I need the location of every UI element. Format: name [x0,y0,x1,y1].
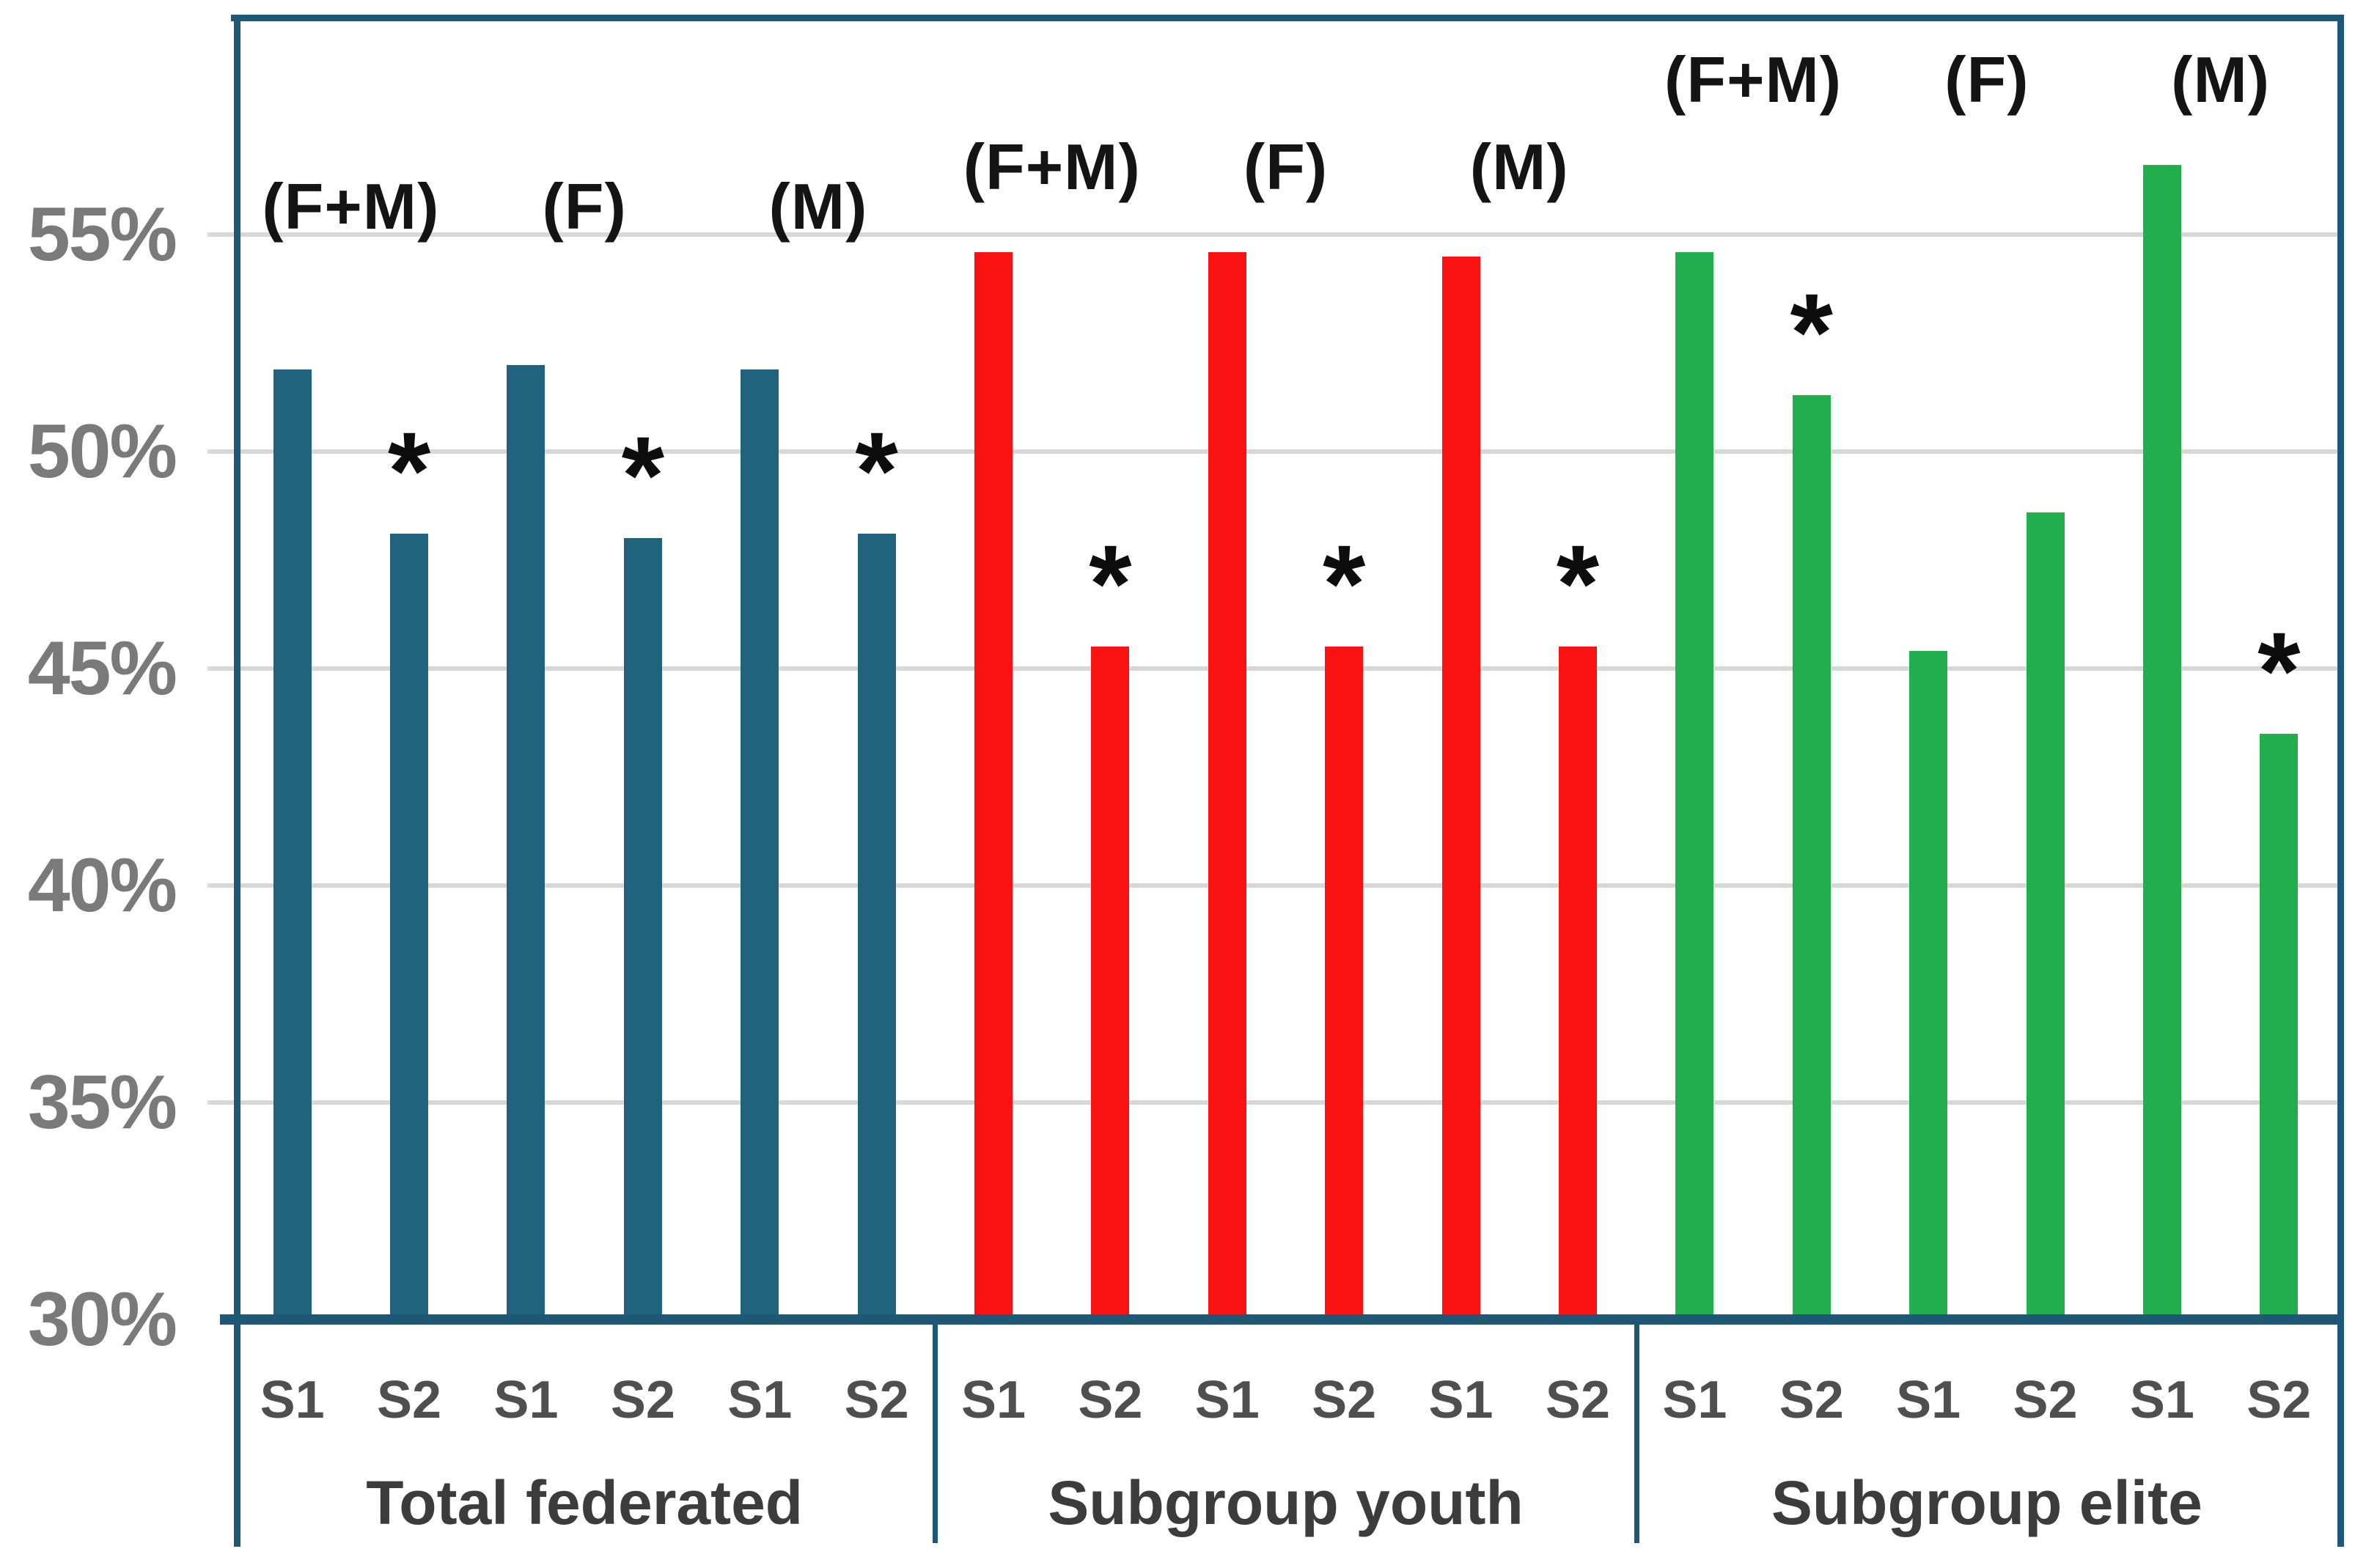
bar-subgroup-elite-M-S1 [2142,165,2181,1322]
group-label: Subgroup youth [1048,1468,1524,1537]
significance-asterisk: * [621,413,665,537]
bar-subgroup-youth-FM-S1 [974,251,1013,1322]
bar-subgroup-elite-FM-S2 [1792,395,1831,1322]
x-tick-label: S2 [844,1371,909,1429]
x-tick-label: S2 [1078,1371,1143,1429]
pair-annotation: (F) [542,170,627,243]
significance-asterisk: * [1790,270,1833,394]
y-tick-label: 40% [27,843,177,928]
pair-annotation: (F+M) [1664,43,1843,117]
bar-subgroup-youth-F-S1 [1208,251,1246,1322]
plot-border-right [2337,15,2344,1547]
bar-total-federated-M-S1 [741,369,779,1322]
gridline [234,883,2337,888]
pair-annotation: (M) [1469,130,1569,203]
y-axis-tick [207,232,234,237]
x-tick-label: S1 [260,1371,325,1429]
bar-subgroup-youth-F-S2 [1325,647,1364,1322]
plot-border-top [231,15,2344,21]
y-axis-tick [207,449,234,454]
y-axis-tick [207,1100,234,1105]
bar-subgroup-elite-M-S2 [2260,733,2299,1322]
x-tick-label: S2 [610,1371,675,1429]
y-axis-tick [207,666,234,671]
x-tick-label: S2 [2013,1371,2078,1429]
pair-annotation: (F+M) [262,170,440,243]
y-tick-label: 50% [27,409,177,494]
y-tick-label: 35% [27,1060,177,1145]
significance-asterisk: * [1556,522,1600,646]
bar-total-federated-FM-S2 [390,534,429,1322]
x-tick-label: S2 [2246,1371,2312,1429]
y-tick-label: 45% [27,626,177,711]
bar-total-federated-F-S1 [507,364,545,1322]
bar-subgroup-elite-F-S1 [1909,651,1948,1322]
bar-subgroup-elite-FM-S1 [1675,251,1714,1322]
pair-annotation: (F+M) [963,130,1141,203]
group-label: Subgroup elite [1771,1468,2202,1537]
gridline [234,232,2337,237]
x-tick-label: S1 [1662,1371,1727,1429]
significance-asterisk: * [855,409,898,533]
significance-asterisk: * [2257,608,2301,732]
x-tick-label: S2 [377,1371,442,1429]
gridline [234,666,2337,671]
x-tick-label: S2 [1779,1371,1844,1429]
pair-annotation: (F) [1243,130,1329,203]
significance-asterisk: * [1089,522,1132,646]
category-separator [1634,1319,1639,1543]
x-tick-label: S2 [1312,1371,1377,1429]
y-axis-tick [207,883,234,888]
pair-annotation: (F) [1944,43,2029,117]
x-tick-label: S1 [493,1371,559,1429]
plot-border-left [234,15,240,1547]
x-tick-label: S1 [1194,1371,1260,1429]
y-tick-label: 30% [27,1277,177,1362]
significance-asterisk: * [1323,522,1366,646]
pair-annotation: (M) [2171,43,2271,117]
x-tick-label: S1 [1896,1371,1961,1429]
bar-total-federated-F-S2 [623,538,662,1322]
x-tick-label: S1 [1428,1371,1494,1429]
x-axis-line [220,1314,2344,1325]
gridline [234,1100,2337,1105]
x-tick-label: S1 [727,1371,793,1429]
bar-subgroup-youth-M-S1 [1441,256,1480,1322]
x-tick-label: S2 [1545,1371,1610,1429]
y-tick-label: 55% [27,192,177,277]
significance-asterisk: * [387,409,431,533]
category-separator [933,1319,938,1543]
x-tick-label: S1 [960,1371,1026,1429]
pair-annotation: (M) [768,170,868,243]
bar-subgroup-youth-M-S2 [1558,647,1597,1322]
gridline [234,449,2337,454]
bar-total-federated-FM-S1 [273,369,312,1322]
bar-total-federated-M-S2 [857,534,896,1322]
bar-subgroup-elite-F-S2 [2026,512,2065,1322]
x-tick-label: S1 [2129,1371,2194,1429]
group-label: Total federated [366,1468,804,1537]
bar-subgroup-youth-FM-S2 [1091,647,1130,1322]
